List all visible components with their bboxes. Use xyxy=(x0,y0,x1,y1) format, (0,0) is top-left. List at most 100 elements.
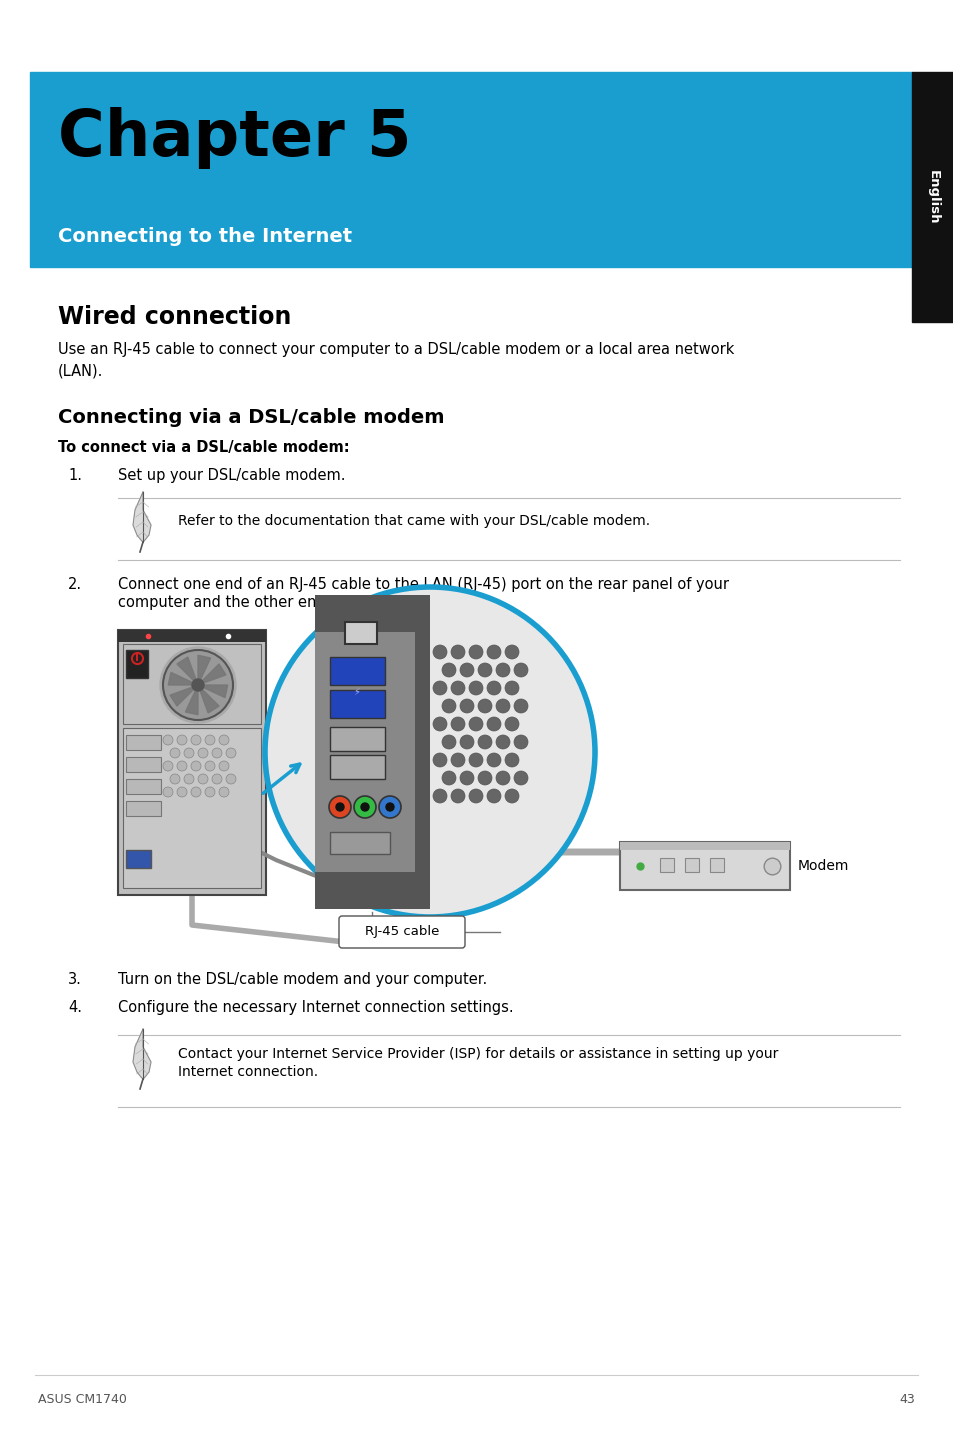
Text: 3.: 3. xyxy=(68,972,82,986)
Circle shape xyxy=(205,787,214,797)
Circle shape xyxy=(441,771,456,785)
Bar xyxy=(330,833,390,854)
Bar xyxy=(126,801,161,815)
Bar xyxy=(126,756,161,772)
Circle shape xyxy=(469,646,482,659)
Circle shape xyxy=(514,771,527,785)
Bar xyxy=(118,630,266,894)
Circle shape xyxy=(451,682,464,695)
Polygon shape xyxy=(185,684,198,715)
Circle shape xyxy=(477,735,492,749)
Circle shape xyxy=(212,748,222,758)
Polygon shape xyxy=(132,492,151,542)
Circle shape xyxy=(163,761,172,771)
Circle shape xyxy=(486,646,500,659)
Circle shape xyxy=(504,754,518,766)
Circle shape xyxy=(198,748,208,758)
Text: Set up your DSL/cable modem.: Set up your DSL/cable modem. xyxy=(118,467,345,483)
Circle shape xyxy=(496,699,510,713)
Polygon shape xyxy=(170,684,198,706)
Text: To connect via a DSL/cable modem:: To connect via a DSL/cable modem: xyxy=(58,440,349,454)
Circle shape xyxy=(451,789,464,802)
Circle shape xyxy=(459,699,474,713)
Text: ⚡: ⚡ xyxy=(354,687,360,697)
Circle shape xyxy=(441,699,456,713)
Bar xyxy=(330,657,385,684)
Bar xyxy=(314,631,415,871)
Circle shape xyxy=(469,789,482,802)
Circle shape xyxy=(504,718,518,731)
Text: English: English xyxy=(925,170,939,224)
Circle shape xyxy=(198,774,208,784)
Circle shape xyxy=(451,754,464,766)
Circle shape xyxy=(177,787,187,797)
Circle shape xyxy=(226,774,235,784)
Circle shape xyxy=(386,802,394,811)
Circle shape xyxy=(459,735,474,749)
Circle shape xyxy=(441,735,456,749)
Circle shape xyxy=(451,718,464,731)
Text: Contact your Internet Service Provider (ISP) for details or assistance in settin: Contact your Internet Service Provider (… xyxy=(178,1047,778,1061)
Circle shape xyxy=(177,761,187,771)
Bar xyxy=(330,728,385,751)
Bar xyxy=(123,644,261,723)
Circle shape xyxy=(192,679,204,692)
Text: Turn on the DSL/cable modem and your computer.: Turn on the DSL/cable modem and your com… xyxy=(118,972,487,986)
FancyBboxPatch shape xyxy=(338,916,464,948)
Circle shape xyxy=(378,797,400,818)
Circle shape xyxy=(191,761,201,771)
Polygon shape xyxy=(132,1030,151,1078)
Circle shape xyxy=(486,682,500,695)
Circle shape xyxy=(477,699,492,713)
Circle shape xyxy=(486,789,500,802)
Circle shape xyxy=(496,735,510,749)
Circle shape xyxy=(486,754,500,766)
Circle shape xyxy=(226,748,235,758)
Circle shape xyxy=(177,735,187,745)
Circle shape xyxy=(459,663,474,677)
Circle shape xyxy=(163,787,172,797)
Circle shape xyxy=(212,774,222,784)
Text: Refer to the documentation that came with your DSL/cable modem.: Refer to the documentation that came wit… xyxy=(178,513,649,528)
Circle shape xyxy=(504,682,518,695)
Circle shape xyxy=(477,771,492,785)
Circle shape xyxy=(219,735,229,745)
Circle shape xyxy=(433,718,447,731)
Circle shape xyxy=(514,663,527,677)
Text: Connect one end of an RJ-45 cable to the LAN (RJ-45) port on the rear panel of y: Connect one end of an RJ-45 cable to the… xyxy=(118,577,728,592)
Circle shape xyxy=(433,646,447,659)
Text: 4.: 4. xyxy=(68,999,82,1015)
Circle shape xyxy=(514,699,527,713)
Text: Use an RJ-45 cable to connect your computer to a DSL/cable modem or a local area: Use an RJ-45 cable to connect your compu… xyxy=(58,342,734,378)
Circle shape xyxy=(496,771,510,785)
Bar xyxy=(314,595,430,909)
Circle shape xyxy=(184,748,193,758)
Text: Modem: Modem xyxy=(797,858,848,873)
Circle shape xyxy=(160,647,235,723)
Circle shape xyxy=(205,761,214,771)
Circle shape xyxy=(170,748,180,758)
Text: Connecting to the Internet: Connecting to the Internet xyxy=(58,227,352,246)
Circle shape xyxy=(504,646,518,659)
Bar xyxy=(123,728,261,889)
Circle shape xyxy=(451,646,464,659)
Polygon shape xyxy=(198,684,219,713)
Text: Chapter 5: Chapter 5 xyxy=(58,106,411,170)
Circle shape xyxy=(170,774,180,784)
Bar xyxy=(126,850,151,869)
Bar xyxy=(684,858,699,871)
Circle shape xyxy=(496,663,510,677)
Text: Connecting via a DSL/cable modem: Connecting via a DSL/cable modem xyxy=(58,408,444,427)
Text: RJ-45 cable: RJ-45 cable xyxy=(364,926,438,939)
Bar xyxy=(330,755,385,779)
Circle shape xyxy=(219,787,229,797)
Circle shape xyxy=(433,789,447,802)
Text: Internet connection.: Internet connection. xyxy=(178,1066,317,1078)
Text: 2.: 2. xyxy=(68,577,82,592)
Circle shape xyxy=(163,650,233,720)
Circle shape xyxy=(469,682,482,695)
Circle shape xyxy=(184,774,193,784)
Bar xyxy=(118,630,266,641)
Circle shape xyxy=(265,587,595,917)
Circle shape xyxy=(433,754,447,766)
